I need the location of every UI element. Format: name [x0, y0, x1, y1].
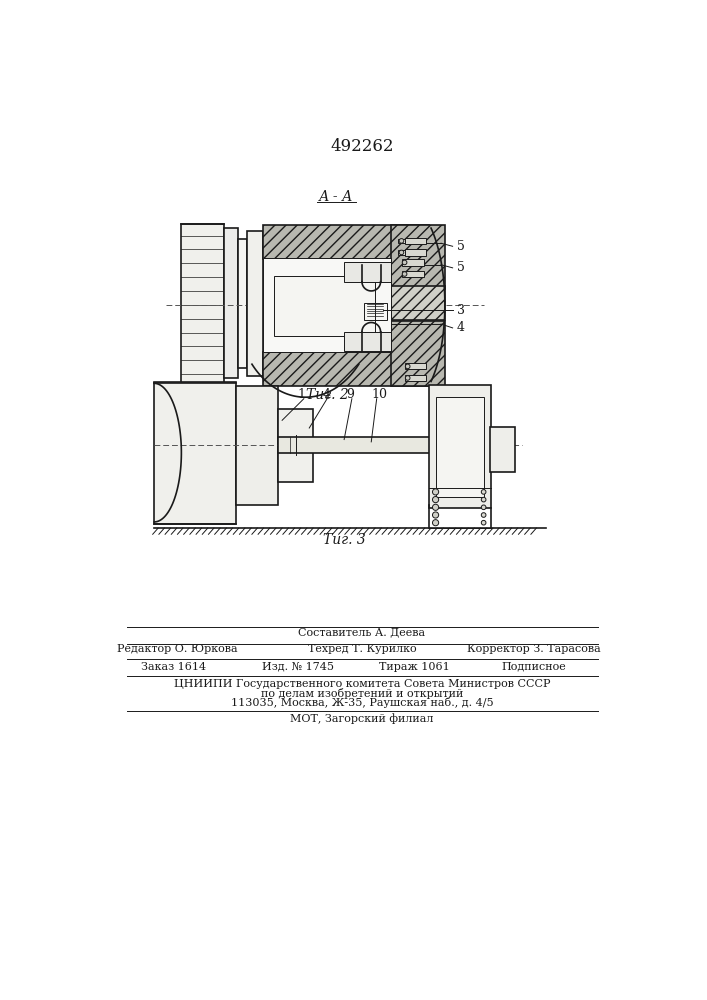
Circle shape	[433, 489, 438, 495]
Bar	[263, 225, 429, 259]
Text: Τиг. 3: Τиг. 3	[323, 533, 366, 547]
Text: 9: 9	[346, 388, 354, 401]
Text: 4: 4	[323, 388, 331, 401]
Circle shape	[481, 505, 486, 510]
Text: А - А: А - А	[319, 190, 354, 204]
Text: Изд. № 1745: Изд. № 1745	[262, 662, 334, 672]
Circle shape	[399, 250, 404, 255]
Bar	[154, 382, 235, 524]
Bar	[263, 258, 391, 352]
Bar	[263, 352, 429, 386]
Bar	[247, 231, 263, 376]
Text: 10: 10	[371, 388, 387, 401]
Bar	[363, 303, 387, 320]
Bar	[402, 271, 424, 277]
Circle shape	[405, 364, 410, 369]
Bar	[490, 427, 515, 472]
Bar	[404, 375, 426, 381]
Bar	[404, 238, 426, 244]
Text: ЦНИИПИ Государственного комитета Совета Министров СССР: ЦНИИПИ Государственного комитета Совета …	[174, 679, 550, 689]
Text: 3: 3	[457, 304, 464, 317]
Circle shape	[405, 376, 410, 380]
Text: Тираж 1061: Тираж 1061	[378, 662, 449, 672]
Bar	[279, 409, 313, 482]
Text: 5: 5	[457, 261, 464, 274]
Text: Редактор О. Юркова: Редактор О. Юркова	[117, 644, 238, 654]
Bar	[391, 225, 445, 289]
Bar	[398, 239, 404, 243]
Text: Корректор З. Тарасова: Корректор З. Тарасова	[467, 644, 601, 654]
Text: Τиг. 2: Τиг. 2	[305, 388, 349, 402]
Circle shape	[481, 490, 486, 494]
Circle shape	[481, 513, 486, 517]
Circle shape	[402, 272, 407, 276]
Circle shape	[481, 520, 486, 525]
Bar	[398, 250, 404, 255]
Bar	[224, 228, 238, 378]
Text: 113035, Москва, Ж-35, Раушская наб., д. 4/5: 113035, Москва, Ж-35, Раушская наб., д. …	[230, 697, 493, 708]
Bar	[182, 224, 224, 386]
Bar	[436, 397, 484, 497]
Bar	[279, 437, 433, 453]
Bar	[344, 262, 391, 282]
Bar	[391, 321, 445, 386]
Bar	[235, 386, 279, 505]
Bar	[344, 332, 391, 351]
Bar	[429, 385, 491, 508]
Text: Заказ 1614: Заказ 1614	[141, 662, 206, 672]
Circle shape	[433, 504, 438, 510]
Text: Подписное: Подписное	[502, 662, 566, 672]
Bar	[274, 276, 375, 336]
Bar	[238, 239, 247, 368]
Circle shape	[433, 512, 438, 518]
Text: МОТ, Загорский филиал: МОТ, Загорский филиал	[291, 714, 433, 724]
Text: Составитель А. Деева: Составитель А. Деева	[298, 627, 426, 637]
Circle shape	[399, 239, 404, 243]
Circle shape	[481, 497, 486, 502]
Bar	[391, 286, 445, 320]
Bar	[402, 259, 424, 266]
Circle shape	[433, 497, 438, 503]
Text: 5: 5	[457, 240, 464, 253]
Circle shape	[433, 520, 438, 526]
Text: 4: 4	[457, 321, 464, 334]
Bar	[404, 363, 426, 369]
Text: 1: 1	[298, 388, 305, 401]
Text: по делам изобретений и открытий: по делам изобретений и открытий	[261, 688, 463, 699]
Text: 492262: 492262	[330, 138, 394, 155]
Text: Техред Т. Курилко: Техред Т. Курилко	[308, 644, 416, 654]
Bar	[404, 249, 426, 256]
Circle shape	[402, 260, 407, 265]
